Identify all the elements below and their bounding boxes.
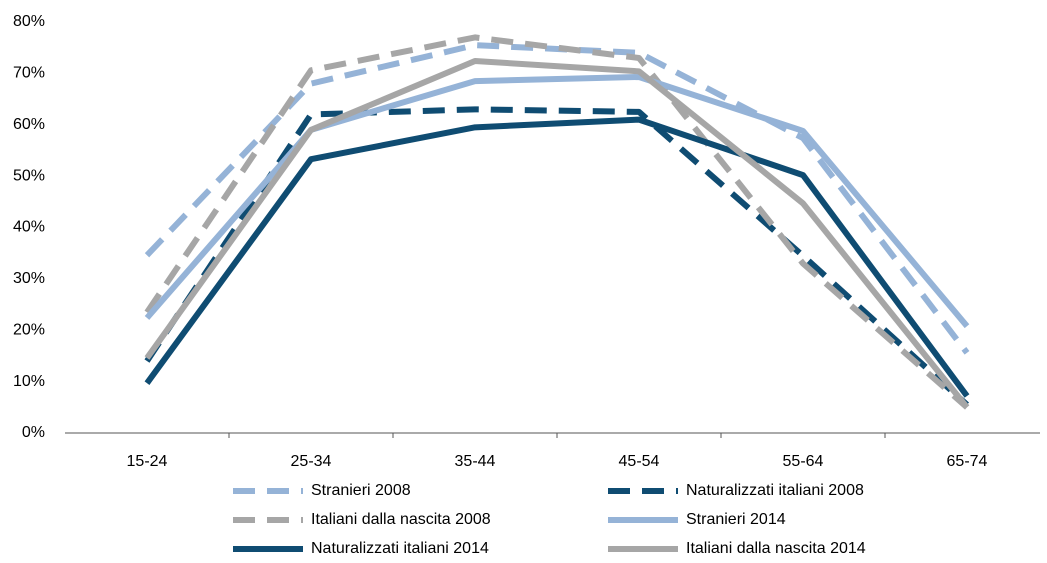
legend-label: Italiani dalla nascita 2014: [686, 540, 866, 557]
x-tick-label: 45-54: [619, 453, 660, 470]
y-tick-label: 80%: [13, 13, 45, 30]
legend-label: Stranieri 2008: [311, 482, 411, 499]
y-tick-label: 0%: [22, 424, 45, 441]
legend-label: Stranieri 2014: [686, 511, 786, 528]
y-tick-label: 10%: [13, 373, 45, 390]
x-tick-label: 55-64: [783, 453, 824, 470]
x-tick-label: 35-44: [455, 453, 496, 470]
series-line: [144, 116, 970, 398]
legend-label: Naturalizzati italiani 2014: [311, 540, 489, 557]
series-line: [144, 73, 970, 329]
x-tick-label: 15-24: [127, 453, 168, 470]
legend-label: Italiani dalla nascita 2008: [311, 511, 491, 528]
legend-label: Naturalizzati italiani 2008: [686, 482, 864, 499]
series-line: [144, 58, 970, 410]
x-tick-label: 25-34: [291, 453, 332, 470]
y-tick-label: 30%: [13, 270, 45, 287]
series-line: [144, 42, 970, 355]
x-tick-label: 65-74: [947, 453, 988, 470]
y-tick-label: 60%: [13, 116, 45, 133]
y-tick-label: 20%: [13, 321, 45, 338]
series-line: [144, 106, 970, 407]
series-line: [144, 34, 969, 410]
y-tick-label: 40%: [13, 219, 45, 236]
y-tick-label: 70%: [13, 65, 45, 82]
y-tick-label: 50%: [13, 167, 45, 184]
